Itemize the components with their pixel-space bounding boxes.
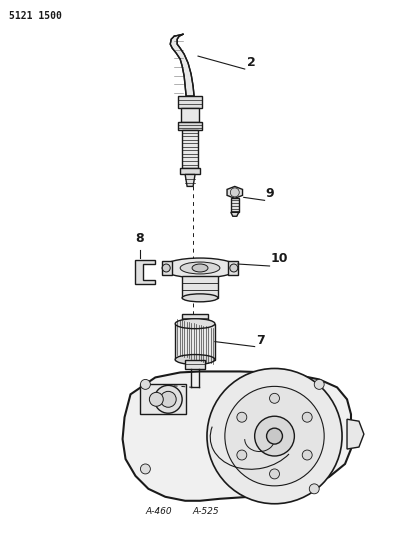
Polygon shape (180, 167, 200, 174)
Text: 8: 8 (135, 232, 144, 245)
Polygon shape (228, 261, 238, 275)
Polygon shape (181, 108, 199, 122)
Ellipse shape (175, 319, 215, 329)
Polygon shape (185, 174, 195, 187)
Circle shape (266, 428, 282, 444)
Polygon shape (175, 324, 215, 360)
Ellipse shape (182, 294, 218, 302)
Ellipse shape (162, 258, 238, 278)
Circle shape (255, 416, 295, 456)
Circle shape (162, 264, 170, 272)
Ellipse shape (192, 264, 208, 272)
Circle shape (302, 412, 312, 422)
Polygon shape (182, 130, 198, 167)
Circle shape (160, 391, 176, 407)
Circle shape (270, 393, 279, 403)
Polygon shape (347, 419, 364, 449)
Polygon shape (182, 314, 208, 324)
Text: 7: 7 (256, 334, 264, 346)
Circle shape (270, 469, 279, 479)
Polygon shape (162, 261, 172, 275)
Polygon shape (178, 96, 202, 108)
Polygon shape (185, 360, 205, 369)
Polygon shape (140, 384, 186, 414)
Polygon shape (227, 187, 242, 198)
Text: 9: 9 (266, 188, 274, 200)
Polygon shape (122, 372, 351, 501)
Circle shape (237, 412, 247, 422)
Text: A-460: A-460 (145, 507, 172, 516)
Circle shape (154, 385, 182, 413)
Text: 10: 10 (271, 252, 288, 265)
Ellipse shape (180, 262, 220, 274)
Circle shape (309, 484, 319, 494)
Polygon shape (182, 276, 218, 298)
Text: A-525: A-525 (192, 507, 219, 516)
Circle shape (140, 379, 151, 389)
Polygon shape (178, 122, 202, 130)
Circle shape (207, 368, 342, 504)
Circle shape (237, 450, 247, 460)
Ellipse shape (175, 354, 215, 365)
Polygon shape (170, 34, 194, 96)
Polygon shape (135, 260, 155, 284)
Text: 5121 1500: 5121 1500 (9, 11, 62, 21)
Circle shape (140, 464, 151, 474)
Circle shape (149, 392, 163, 406)
Circle shape (230, 264, 238, 272)
Polygon shape (231, 212, 239, 216)
Polygon shape (231, 198, 239, 212)
Circle shape (314, 379, 324, 389)
Circle shape (231, 188, 239, 197)
Text: 2: 2 (247, 56, 255, 69)
Circle shape (302, 450, 312, 460)
Circle shape (225, 386, 324, 486)
